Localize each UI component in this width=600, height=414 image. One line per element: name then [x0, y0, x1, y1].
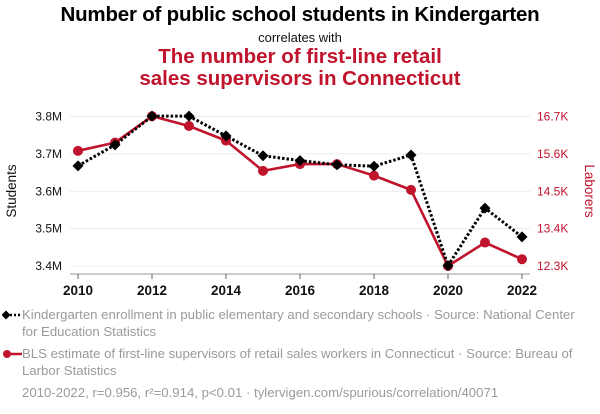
laborers-point [480, 237, 490, 248]
chart-subtitle: correlates with [258, 30, 342, 45]
gridlines [70, 116, 530, 267]
students-point [516, 231, 528, 243]
students-point [368, 160, 380, 172]
x-tick-label: 2020 [433, 283, 463, 298]
laborers-point [73, 145, 83, 156]
students-point [442, 260, 454, 272]
x-tick-label: 2016 [285, 283, 316, 298]
y-left-tick-label: 3.5M [35, 222, 62, 236]
y-left-tick-label: 3.7M [35, 147, 62, 161]
students-point [220, 130, 232, 142]
y-right-tick-label: 14.5K [537, 184, 568, 198]
y-right-tick-label: 12.3K [537, 259, 568, 273]
laborers-point [258, 165, 268, 176]
y-axis-right-label: Laborers [582, 164, 597, 218]
chart-title: Number of public school students in Kind… [60, 3, 540, 26]
legend-text-students: Kindergarten enrollment in public elemen… [22, 307, 575, 339]
y-axis-left-label: Students [4, 164, 19, 218]
y-right-tick-label: 13.4K [537, 222, 568, 236]
students-point [257, 150, 269, 162]
footer-stats: 2010-2022, r=0.956, r²=0.914, p<0.01 · t… [22, 385, 499, 400]
students-point [72, 160, 84, 172]
series-students [72, 110, 528, 272]
legend-item-laborers: BLS estimate of first-line supervisors o… [2, 346, 592, 379]
y-left-tick-label: 3.4M [35, 259, 62, 273]
series-group [72, 110, 528, 272]
x-tick-label: 2012 [137, 283, 167, 298]
students-point [479, 202, 491, 214]
y-axis-left-ticks: 3.8M 3.7M 3.6M 3.5M 3.4M [35, 110, 62, 274]
circle-solid-line-icon [3, 350, 22, 358]
y-left-tick-label: 3.6M [35, 184, 62, 198]
laborers-point [517, 254, 527, 265]
x-tick-label: 2018 [359, 283, 390, 298]
students-point [331, 159, 343, 171]
chart-svg: 3.8M 3.7M 3.6M 3.5M 3.4M 16.7K 15.6K 14.5K 13.4… [4, 110, 597, 299]
y-right-tick-label: 16.7K [537, 110, 568, 124]
laborers-point [369, 170, 379, 181]
students-point [183, 110, 195, 122]
students-point [405, 149, 417, 161]
x-tick-label: 2014 [211, 283, 242, 298]
students-point [294, 155, 306, 167]
y-axis-right-ticks: 16.7K 15.6K 14.5K 13.4K 12.3K [537, 110, 568, 274]
y-right-tick-label: 15.6K [537, 147, 568, 161]
students-point [109, 139, 121, 151]
chart-title-secondary: The number of first-line retail sales su… [0, 46, 600, 90]
students-point [146, 110, 158, 122]
x-tick-label: 2010 [63, 283, 93, 298]
y-left-tick-label: 3.8M [35, 110, 62, 124]
legend-item-students: Kindergarten enrollment in public elemen… [2, 307, 592, 340]
laborers-point [184, 121, 194, 132]
legend-text-laborers: BLS estimate of first-line supervisors o… [22, 346, 573, 378]
x-axis-ticks: 2010 2012 2014 2016 2018 2020 2022 [63, 274, 537, 298]
laborers-point [406, 184, 416, 195]
x-tick-label: 2022 [507, 283, 537, 298]
diamond-dotted-line-icon [2, 310, 22, 320]
chart-title-secondary-text: The number of first-line retail sales su… [139, 45, 461, 90]
